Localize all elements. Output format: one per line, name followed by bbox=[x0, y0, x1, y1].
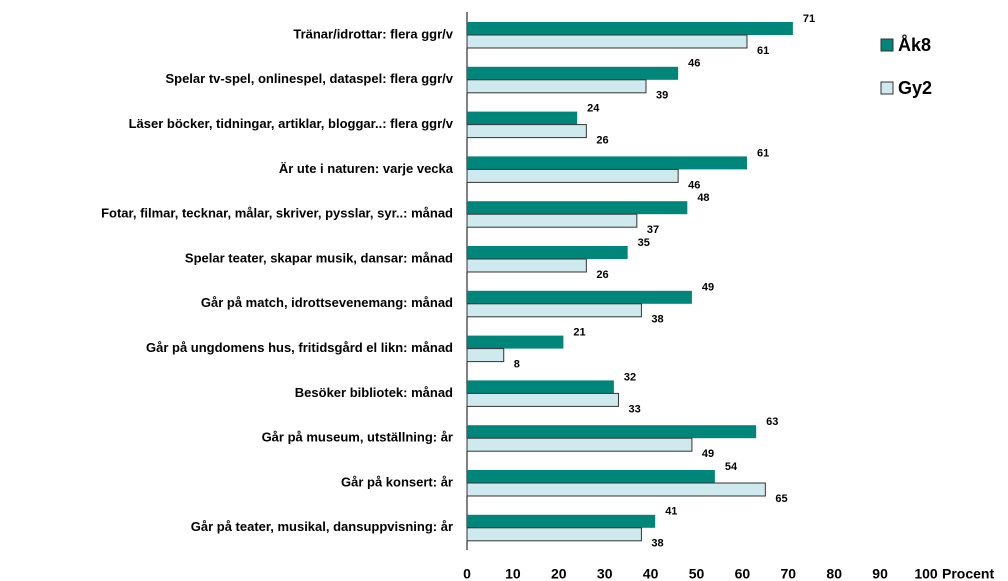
bar bbox=[466, 527, 642, 542]
bar bbox=[466, 213, 638, 228]
legend-label: Åk8 bbox=[898, 35, 931, 55]
y-tick-label: Är ute i naturen: varje vecka bbox=[279, 161, 454, 176]
y-tick-label: Spelar tv-spel, onlinespel, dataspel: fl… bbox=[165, 71, 453, 86]
data-label: 48 bbox=[697, 192, 709, 204]
data-label: 35 bbox=[638, 237, 650, 249]
bar bbox=[466, 79, 647, 94]
x-tick-label: 10 bbox=[505, 566, 521, 581]
y-tick-label: Går på match, idrottsevenemang: månad bbox=[201, 295, 453, 310]
data-label: 65 bbox=[775, 493, 787, 505]
data-label: 38 bbox=[651, 314, 663, 326]
x-tick-label: 50 bbox=[689, 566, 705, 581]
bar bbox=[467, 66, 679, 80]
bar bbox=[466, 482, 766, 497]
data-label: 37 bbox=[647, 224, 659, 236]
data-label: 21 bbox=[573, 327, 585, 339]
x-tick-label: 60 bbox=[735, 566, 751, 581]
data-label: 41 bbox=[665, 506, 677, 518]
data-label: 63 bbox=[766, 416, 778, 428]
data-label: 26 bbox=[596, 269, 608, 281]
x-tick-label: 0 bbox=[463, 566, 471, 581]
bar bbox=[466, 437, 693, 452]
y-tick-label: Går på konsert: år bbox=[341, 474, 453, 489]
data-label: 61 bbox=[757, 45, 769, 57]
data-label: 61 bbox=[757, 147, 769, 159]
y-tick-label: Tränar/idrottar: flera ggr/v bbox=[293, 26, 453, 41]
bar bbox=[466, 34, 748, 49]
data-label: 26 bbox=[596, 135, 608, 147]
bar bbox=[467, 425, 757, 439]
x-tick-label: 100 bbox=[914, 566, 938, 581]
data-label: 46 bbox=[688, 58, 700, 70]
x-tick-label: 80 bbox=[826, 566, 842, 581]
bar bbox=[466, 168, 679, 183]
x-axis-label: Procent bbox=[942, 566, 994, 581]
bar bbox=[467, 22, 793, 35]
legend-label: Gy2 bbox=[898, 78, 932, 98]
data-label: 49 bbox=[702, 282, 714, 294]
x-tick-label: 90 bbox=[872, 566, 888, 581]
y-tick-label: Spelar teater, skapar musik, dansar: mån… bbox=[185, 250, 453, 265]
bar bbox=[466, 258, 587, 273]
bar bbox=[467, 514, 656, 528]
bar bbox=[466, 303, 642, 318]
bar bbox=[467, 470, 715, 483]
bar bbox=[467, 380, 614, 394]
x-tick-label: 40 bbox=[643, 566, 659, 581]
bar bbox=[467, 246, 628, 259]
bar bbox=[466, 124, 587, 139]
bar bbox=[466, 392, 619, 407]
data-label: 38 bbox=[651, 538, 663, 550]
bar bbox=[467, 156, 747, 170]
bar bbox=[467, 201, 688, 215]
data-label: 54 bbox=[725, 461, 738, 473]
x-tick-label: 20 bbox=[551, 566, 567, 581]
data-label: 33 bbox=[628, 403, 640, 415]
legend-swatch bbox=[880, 81, 894, 95]
bar bbox=[467, 111, 578, 125]
bar bbox=[467, 335, 564, 349]
x-tick-label: 30 bbox=[597, 566, 613, 581]
y-tick-label: Fotar, filmar, tecknar, målar, skriver, … bbox=[101, 206, 453, 221]
x-tick-label: 70 bbox=[781, 566, 797, 581]
data-label: 49 bbox=[702, 448, 714, 460]
data-label: 71 bbox=[803, 13, 815, 25]
bar bbox=[466, 348, 505, 363]
y-tick-label: Går på teater, musikal, dansuppvisning: … bbox=[191, 519, 453, 534]
data-label: 39 bbox=[656, 90, 668, 102]
y-tick-label: Går på museum, utställning: år bbox=[262, 430, 453, 445]
data-label: 24 bbox=[587, 103, 600, 115]
y-tick-label: Läser böcker, tidningar, artiklar, blogg… bbox=[129, 116, 454, 131]
data-label: 32 bbox=[624, 371, 636, 383]
data-label: 46 bbox=[688, 179, 700, 191]
bar bbox=[467, 290, 692, 304]
data-label: 8 bbox=[514, 359, 520, 371]
y-tick-label: Besöker bibliotek: månad bbox=[295, 385, 453, 400]
y-tick-label: Går på ungdomens hus, fritidsgård el lik… bbox=[146, 340, 453, 355]
legend-swatch bbox=[880, 38, 894, 52]
